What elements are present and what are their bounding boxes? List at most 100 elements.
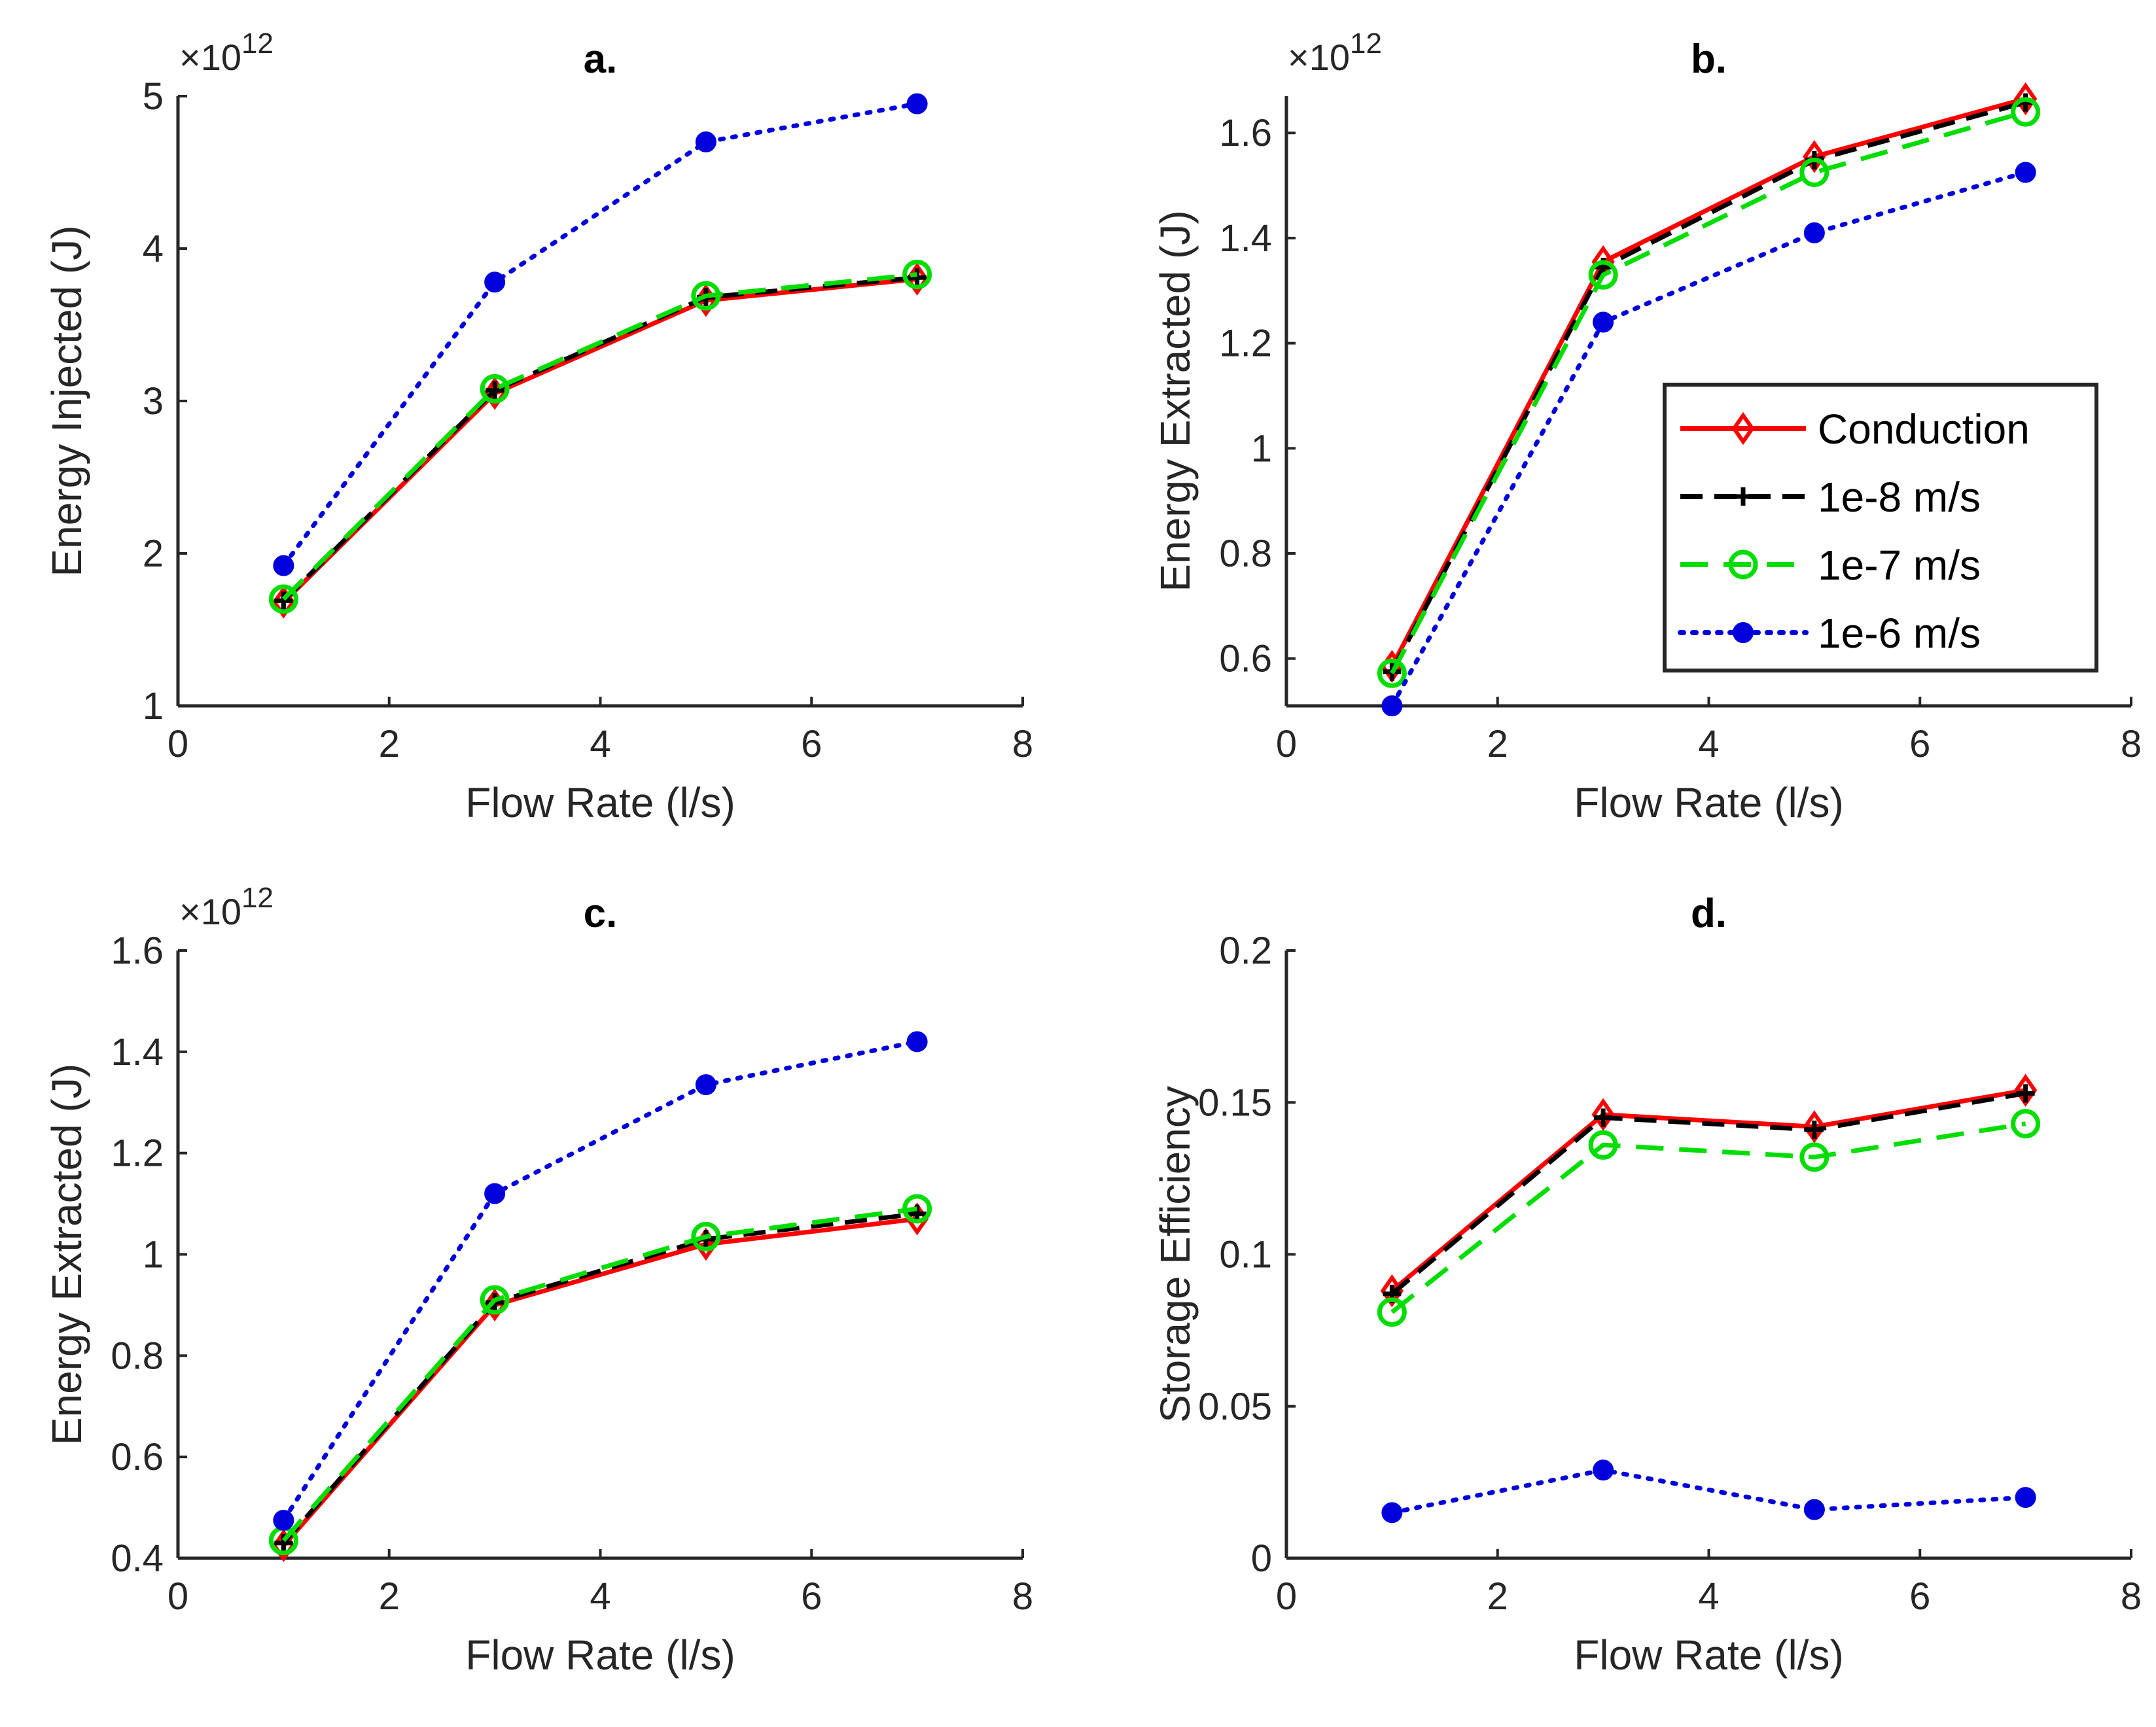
data-point	[274, 591, 293, 610]
x-tick-label: 6	[1909, 723, 1930, 765]
exponent-multiplier: ×1012	[179, 27, 274, 78]
legend-marker	[1734, 487, 1752, 506]
data-point	[2015, 162, 2036, 183]
exponent-power: 12	[241, 27, 274, 60]
y-tick-label: 1.6	[111, 930, 164, 972]
series-line	[281, 1039, 920, 1523]
exponent-base: ×10	[1288, 37, 1350, 78]
x-tick-label: 4	[1698, 723, 1719, 765]
data-point	[273, 555, 294, 576]
data-point	[695, 131, 716, 152]
legend-label: 1e-8 m/s	[1818, 474, 1981, 521]
legend-label: Conduction	[1818, 406, 2030, 453]
data-point	[2011, 1109, 2041, 1139]
data-point	[695, 1074, 716, 1096]
y-axis-label: Energy Injected (J)	[43, 225, 90, 576]
data-point	[484, 1183, 506, 1204]
data-point	[480, 374, 510, 404]
x-tick-label: 0	[168, 723, 188, 765]
exponent-base: ×10	[179, 891, 241, 932]
x-tick-label: 2	[379, 723, 400, 765]
series-1e-7-m-s	[268, 260, 932, 614]
x-tick-label: 4	[590, 1575, 610, 1618]
y-tick-label: 3	[143, 380, 164, 423]
exponent-base: ×10	[179, 37, 241, 78]
panel-title: b.	[1691, 37, 1727, 82]
x-tick-label: 6	[801, 1575, 822, 1618]
x-tick-label: 6	[1909, 1575, 1930, 1618]
legend-marker	[1733, 622, 1754, 643]
data-point	[1594, 1108, 1613, 1127]
data-point	[1803, 1499, 1825, 1520]
data-point	[1381, 1502, 1403, 1524]
legend-label: 1e-7 m/s	[1818, 542, 1981, 589]
data-point	[906, 1031, 928, 1053]
exponent-power: 12	[1350, 27, 1382, 60]
exponent-multiplier: ×1012	[1288, 27, 1382, 78]
data-point	[1593, 311, 1614, 333]
y-tick-label: 4	[143, 228, 164, 270]
x-axis-label: Flow Rate (l/s)	[465, 1631, 735, 1679]
legend-marker	[1728, 550, 1758, 580]
series-1e-6-m-s	[273, 93, 928, 576]
data-point	[1805, 1121, 1824, 1140]
y-tick-label: 1.4	[1219, 217, 1272, 260]
y-tick-label: 1.6	[1219, 112, 1272, 154]
data-point	[1377, 658, 1407, 688]
data-point	[273, 1509, 294, 1531]
y-tick-label: 0.05	[1198, 1386, 1272, 1428]
series-line	[1390, 96, 2026, 668]
series-line	[1390, 109, 2026, 674]
data-point	[1803, 1110, 1826, 1143]
y-axis-label: Energy Extracted (J)	[43, 1064, 90, 1445]
series-line	[1390, 100, 2026, 673]
data-point	[1593, 1459, 1614, 1481]
series-line	[281, 272, 917, 601]
data-point	[1799, 158, 1829, 187]
data-point	[1799, 1142, 1829, 1172]
y-tick-label: 1.2	[1219, 323, 1272, 365]
x-tick-label: 4	[1698, 1575, 1719, 1618]
y-tick-label: 0.15	[1198, 1081, 1272, 1124]
series-1e-8-m-s	[1383, 1084, 2035, 1303]
y-tick-label: 0.6	[1219, 638, 1272, 680]
y-axis-label: Storage Efficiency	[1152, 1086, 1199, 1423]
series-line	[1390, 1088, 2026, 1293]
y-tick-label: 1.2	[111, 1132, 164, 1175]
y-tick-label: 0.8	[111, 1334, 164, 1377]
legend-label: 1e-6 m/s	[1818, 610, 1981, 657]
data-point	[2015, 1487, 2036, 1509]
panel-c: 0 2 4 6 8 0.4 0.6 0.8 1 1.2 1.4 1.6 Flow Rate (l/s) E…	[43, 882, 1033, 1679]
x-tick-label: 0	[1276, 1575, 1297, 1618]
series-line	[281, 1212, 918, 1545]
data-point	[1803, 222, 1825, 243]
panel-d: 0 2 4 6 8 0 0.05 0.1 0.15 0.2 Flow Rate (l/s) Stora…	[1152, 891, 2142, 1679]
y-tick-label: 0.2	[1219, 930, 1272, 972]
x-tick-label: 2	[1487, 1575, 1508, 1618]
series-1e-7-m-s	[1377, 97, 2041, 688]
data-point	[1588, 260, 1618, 290]
data-point	[274, 1533, 293, 1552]
legend-marker	[1731, 411, 1755, 445]
x-tick-label: 4	[590, 723, 610, 765]
panel-title: c.	[584, 891, 618, 936]
data-point	[1381, 695, 1403, 716]
x-tick-label: 2	[379, 1575, 400, 1618]
series-1e-6-m-s	[273, 1031, 928, 1531]
data-point	[2013, 82, 2038, 116]
y-tick-label: 0.6	[111, 1436, 164, 1478]
data-point	[906, 93, 928, 114]
series-line	[1389, 1467, 2028, 1515]
data-point	[486, 381, 504, 400]
panel-b: 0 2 4 6 8 0.6 0.8 1 1.2 1.4 1.6 Flow Rate (l/s) Ener…	[1152, 27, 2142, 826]
legend-box	[1663, 383, 2098, 672]
y-tick-label: 0	[1251, 1537, 1272, 1580]
y-tick-label: 1.4	[111, 1031, 164, 1073]
data-point	[908, 268, 927, 287]
x-tick-label: 2	[1487, 723, 1508, 765]
panel-title: d.	[1691, 891, 1727, 936]
y-tick-label: 5	[143, 75, 164, 118]
data-point	[2011, 97, 2041, 127]
x-tick-label: 8	[2121, 723, 2142, 765]
